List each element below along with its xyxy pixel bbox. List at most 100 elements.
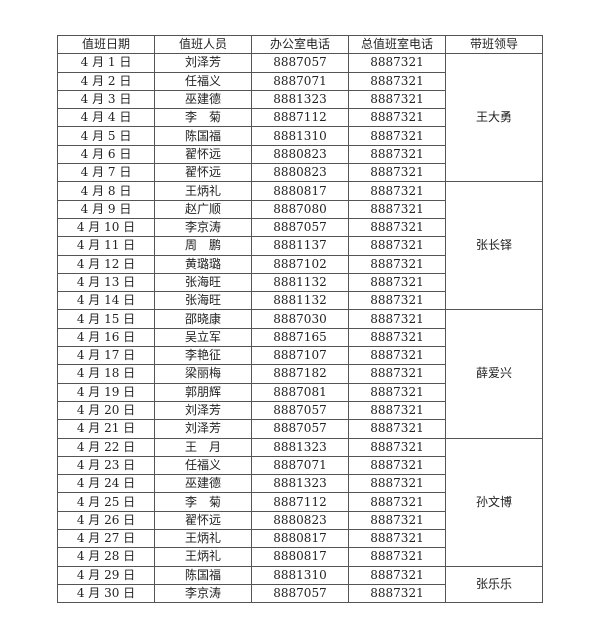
cell-duty-phone: 8887321 <box>348 53 446 73</box>
cell-date: 4 月 6 日 <box>57 144 155 165</box>
cell-duty-phone: 8887321 <box>348 199 446 219</box>
cell-duty-phone: 8887321 <box>348 492 446 512</box>
cell-office-phone: 8887030 <box>251 309 349 329</box>
cell-duty-phone: 8887321 <box>348 217 446 238</box>
table-row: 4 月 18 日梁丽梅 8887182 8887321 <box>57 364 543 384</box>
cell-leader: 张乐乐 <box>445 565 543 604</box>
cell-date: 4 月 16 日 <box>57 327 155 348</box>
cell-person: 巫建德 <box>154 89 252 110</box>
cell-person: 赵广顺 <box>154 199 252 219</box>
cell-date: 4 月 22 日 <box>57 437 155 457</box>
cell-duty-phone: 8887321 <box>348 364 446 384</box>
table-row: 4 月 25 日李 菊 8887112 8887321 <box>57 492 543 512</box>
cell-office-phone: 8887182 <box>251 364 349 384</box>
cell-office-phone: 8887057 <box>251 583 349 604</box>
cell-office-phone: 8887057 <box>251 419 349 439</box>
cell-office-phone: 8887112 <box>251 492 349 512</box>
cell-duty-phone: 8887321 <box>348 236 446 256</box>
cell-duty-phone: 8887321 <box>348 565 446 585</box>
cell-person: 王炳礼 <box>154 547 252 567</box>
cell-duty-phone: 8887321 <box>348 400 446 421</box>
cell-date: 4 月 14 日 <box>57 291 155 311</box>
cell-date: 4 月 4 日 <box>57 108 155 128</box>
cell-duty-phone: 8887321 <box>348 272 446 293</box>
cell-office-phone: 8881323 <box>251 89 349 110</box>
cell-person: 周 鹏 <box>154 236 252 256</box>
cell-person: 翟怀远 <box>154 144 252 165</box>
table-row: 4 月 10 日李京涛 8887057 8887321 <box>57 217 543 238</box>
cell-date: 4 月 1 日 <box>57 53 155 73</box>
cell-office-phone: 8880817 <box>251 547 349 567</box>
cell-duty-phone: 8887321 <box>348 474 446 494</box>
cell-date: 4 月 18 日 <box>57 364 155 384</box>
cell-leader: 王大勇 <box>445 53 543 183</box>
header-row: 值班日期 值班人员 办公室电话 总值班室电话 带班领导 <box>57 34 543 55</box>
table-row: 4 月 30 日李京涛 8887057 8887321 <box>57 583 543 604</box>
cell-person: 李艳征 <box>154 346 252 366</box>
cell-person: 陈国福 <box>154 565 252 585</box>
table-row: 4 月 16 日吴立军 8887165 8887321 <box>57 327 543 348</box>
header-office-phone: 办公室电话 <box>251 34 349 55</box>
table-row: 4 月 21 日刘泽芳 8887057 8887321 <box>57 419 543 439</box>
cell-person: 刘泽芳 <box>154 419 252 439</box>
table-row: 4 月 20 日刘泽芳 8887057 8887321 <box>57 400 543 421</box>
header-person: 值班人员 <box>154 34 252 55</box>
cell-date: 4 月 7 日 <box>57 163 155 183</box>
table-row: 4 月 9 日赵广顺 8887080 8887321 <box>57 199 543 219</box>
cell-date: 4 月 5 日 <box>57 126 155 146</box>
cell-person: 邵晓康 <box>154 309 252 329</box>
cell-office-phone: 8887071 <box>251 71 349 91</box>
cell-date: 4 月 13 日 <box>57 272 155 293</box>
cell-duty-phone: 8887321 <box>348 583 446 604</box>
cell-person: 李京涛 <box>154 217 252 238</box>
cell-person: 王 月 <box>154 437 252 457</box>
cell-person: 黄璐璐 <box>154 254 252 274</box>
cell-date: 4 月 23 日 <box>57 455 155 476</box>
cell-date: 4 月 21 日 <box>57 419 155 439</box>
cell-office-phone: 8887165 <box>251 327 349 348</box>
cell-duty-phone: 8887321 <box>348 291 446 311</box>
cell-duty-phone: 8887321 <box>348 89 446 110</box>
cell-office-phone: 8880817 <box>251 181 349 201</box>
cell-person: 翟怀远 <box>154 163 252 183</box>
cell-person: 任福义 <box>154 71 252 91</box>
cell-person: 翟怀远 <box>154 510 252 531</box>
cell-office-phone: 8887071 <box>251 455 349 476</box>
cell-person: 任福义 <box>154 455 252 476</box>
table-body: 4 月 1 日刘泽芳 8887057 8887321 王大勇 4 月 2 日任福义 888… <box>57 53 543 604</box>
cell-office-phone: 8887081 <box>251 382 349 402</box>
cell-duty-phone: 8887321 <box>348 309 446 329</box>
cell-person: 刘泽芳 <box>154 53 252 73</box>
cell-duty-phone: 8887321 <box>348 529 446 549</box>
table-row: 4 月 1 日刘泽芳 8887057 8887321 王大勇 <box>57 53 543 183</box>
table-row: 4 月 14 日张海旺 8881132 8887321 <box>57 291 543 311</box>
cell-date: 4 月 28 日 <box>57 547 155 567</box>
cell-duty-phone: 8887321 <box>348 71 446 91</box>
cell-duty-phone: 8887321 <box>348 547 446 567</box>
cell-office-phone: 8887057 <box>251 217 349 238</box>
cell-date: 4 月 27 日 <box>57 529 155 549</box>
table-row: 4 月 22 日王 月 8881323 8887321 孙文博 <box>57 437 543 567</box>
cell-office-phone: 8887107 <box>251 346 349 366</box>
cell-duty-phone: 8887321 <box>348 126 446 146</box>
cell-date: 4 月 9 日 <box>57 199 155 219</box>
cell-leader: 张长铎 <box>445 181 543 311</box>
cell-office-phone: 8881323 <box>251 437 349 457</box>
cell-date: 4 月 8 日 <box>57 181 155 201</box>
duty-roster-table: 值班日期 值班人员 办公室电话 总值班室电话 带班领导 4 月 1 日刘泽芳 88… <box>57 34 543 604</box>
cell-person: 巫建德 <box>154 474 252 494</box>
cell-date: 4 月 19 日 <box>57 382 155 402</box>
cell-duty-phone: 8887321 <box>348 327 446 348</box>
cell-person: 陈国福 <box>154 126 252 146</box>
table-row: 4 月 15 日邵晓康 8887030 8887321 薛爱兴 <box>57 309 543 439</box>
header-date: 值班日期 <box>57 34 155 55</box>
cell-duty-phone: 8887321 <box>348 181 446 201</box>
cell-person: 李 菊 <box>154 492 252 512</box>
cell-office-phone: 8880823 <box>251 510 349 531</box>
cell-person: 张海旺 <box>154 291 252 311</box>
cell-date: 4 月 29 日 <box>57 565 155 585</box>
cell-date: 4 月 15 日 <box>57 309 155 329</box>
cell-person: 郭朋辉 <box>154 382 252 402</box>
cell-office-phone: 8880823 <box>251 163 349 183</box>
cell-person: 吴立军 <box>154 327 252 348</box>
